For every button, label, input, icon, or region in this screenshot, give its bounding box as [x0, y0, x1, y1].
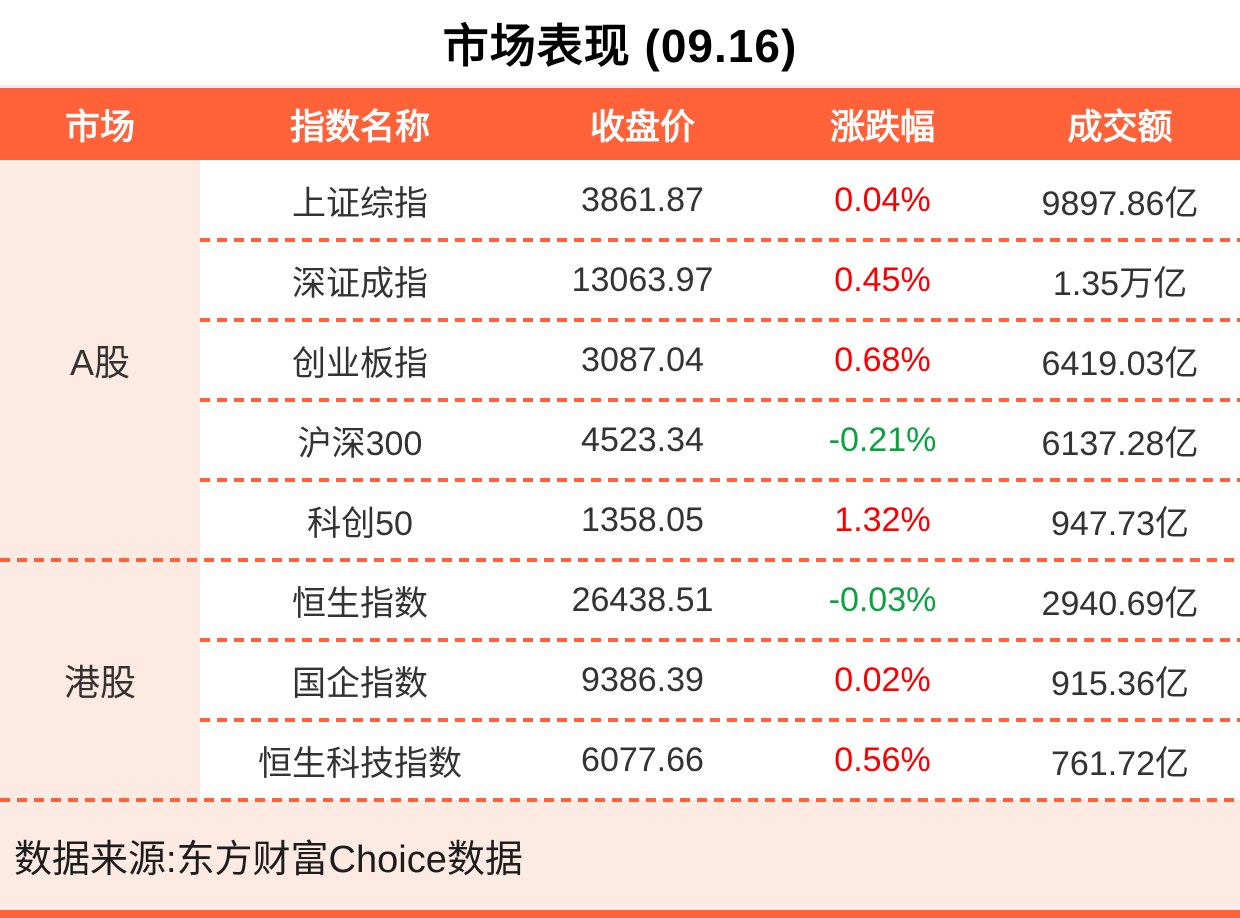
index-name: 深证成指: [292, 264, 428, 303]
index-row: 国企指数 9386.39 0.02% 915.36亿: [200, 638, 1240, 720]
turnover: 2940.69亿: [1041, 584, 1199, 623]
turnover: 947.73亿: [1051, 504, 1189, 543]
close-price: 9386.39: [581, 660, 704, 699]
change-percent: 0.04%: [834, 180, 931, 219]
turnover: 6419.03亿: [1041, 344, 1199, 383]
index-row: 创业板指 3087.04 0.68% 6419.03亿: [200, 318, 1240, 400]
close-price: 3861.87: [581, 180, 704, 219]
market-group: 港股 恒生指数 26438.51 -0.03% 2940.69亿国企指数 9386.39 0…: [0, 558, 1240, 800]
index-name: 恒生科技指数: [258, 744, 462, 783]
title-bar: 市场表现 (09.16): [0, 0, 1240, 85]
column-header-index-name: 指数名称: [289, 107, 430, 147]
column-header-market: 市场: [64, 107, 135, 147]
index-name: 上证综指: [292, 184, 428, 223]
index-name: 沪深300: [297, 424, 423, 463]
group-rows: 恒生指数 26438.51 -0.03% 2940.69亿国企指数 9386.39 0.0…: [200, 560, 1240, 800]
change-percent: 0.45%: [834, 260, 931, 299]
change-percent: 0.02%: [834, 660, 931, 699]
close-price: 6077.66: [581, 740, 704, 779]
turnover: 1.35万亿: [1052, 264, 1188, 303]
index-name: 恒生指数: [292, 584, 428, 623]
turnover: 761.72亿: [1051, 744, 1189, 783]
index-row: 沪深300 4523.34 -0.21% 6137.28亿: [200, 398, 1240, 480]
data-source-text: 数据来源:东方财富Choice数据: [14, 838, 523, 881]
close-price: 4523.34: [581, 420, 704, 459]
index-name: 创业板指: [292, 344, 428, 383]
title-header-divider: [0, 85, 1240, 88]
change-percent: -0.03%: [828, 580, 937, 619]
market-label: 港股: [0, 560, 200, 800]
index-row: 深证成指 13063.97 0.45% 1.35万亿: [200, 238, 1240, 320]
turnover: 9897.86亿: [1041, 184, 1199, 223]
change-percent: 0.68%: [834, 340, 931, 379]
close-price: 3087.04: [581, 340, 704, 379]
close-price: 26438.51: [571, 580, 714, 619]
change-percent: -0.21%: [828, 420, 937, 459]
close-price: 13063.97: [571, 260, 714, 299]
index-row: 科创50 1358.05 1.32% 947.73亿: [200, 478, 1240, 560]
change-percent: 0.56%: [834, 740, 931, 779]
change-percent: 1.32%: [834, 500, 931, 539]
column-header-change-percent: 涨跌幅: [829, 107, 935, 147]
table-header: 市场 指数名称 收盘价 涨跌幅 成交额: [0, 88, 1240, 160]
close-price: 1358.05: [581, 500, 704, 539]
table-body: A股 上证综指 3861.87 0.04% 9897.86亿深证成指 13063.97 0.…: [0, 160, 1240, 800]
index-row: 上证综指 3861.87 0.04% 9897.86亿: [200, 160, 1240, 240]
group-rows: 上证综指 3861.87 0.04% 9897.86亿深证成指 13063.97 0.45…: [200, 160, 1240, 560]
market-group: A股 上证综指 3861.87 0.04% 9897.86亿深证成指 13063.97 0.…: [0, 160, 1240, 560]
turnover: 6137.28亿: [1041, 424, 1199, 463]
index-row: 恒生指数 26438.51 -0.03% 2940.69亿: [200, 560, 1240, 640]
index-name: 国企指数: [292, 664, 428, 703]
index-name: 科创50: [307, 504, 413, 543]
column-header-turnover: 成交额: [1067, 107, 1173, 147]
bottom-accent-bar: [0, 910, 1240, 918]
column-header-close-price: 收盘价: [589, 107, 695, 147]
page-title: 市场表现 (09.16): [442, 19, 798, 72]
market-label: A股: [0, 160, 200, 560]
index-row: 恒生科技指数 6077.66 0.56% 761.72亿: [200, 718, 1240, 800]
turnover: 915.36亿: [1051, 664, 1189, 703]
data-source-footer: 数据来源:东方财富Choice数据: [0, 798, 1240, 910]
